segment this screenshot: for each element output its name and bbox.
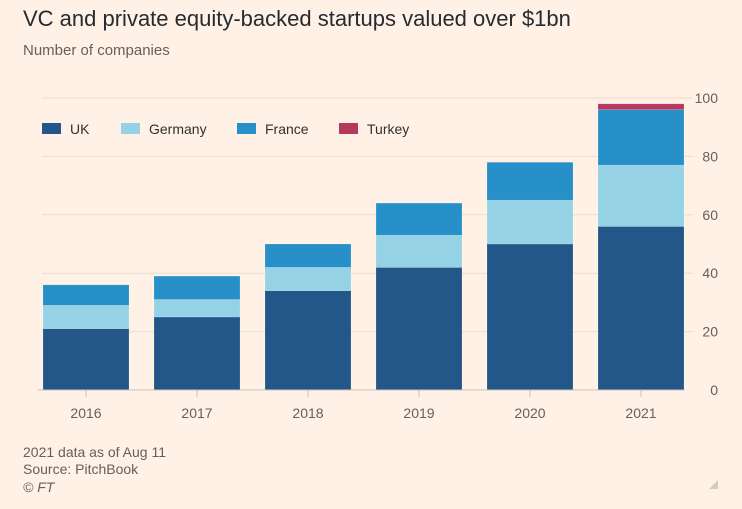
bar-france-2016 [42,284,130,306]
y-tick-label: 100 [695,90,719,106]
y-tick-label: 20 [702,324,718,340]
footnote: 2021 data as of Aug 11 [23,444,166,460]
copyright: © FT [23,479,55,495]
x-tick-label: 2018 [292,405,323,421]
bar-germany-2017 [153,299,241,318]
legend-label-turkey: Turkey [367,121,409,137]
y-tick-label: 0 [710,382,718,398]
bar-france-2019 [375,202,463,236]
bar-turkey-2021 [597,103,685,110]
bar-germany-2019 [375,234,463,268]
legend-swatch-germany [121,123,140,134]
bar-france-2017 [153,275,241,300]
x-tick-label: 2019 [403,405,434,421]
y-tick-label: 80 [702,148,718,164]
chart-subtitle: Number of companies [23,42,170,59]
bar-germany-2016 [42,305,130,329]
bar-uk-2020 [486,243,574,391]
x-tick-label: 2017 [181,405,212,421]
x-tick-label: 2021 [625,405,656,421]
y-tick-label: 60 [702,207,718,223]
x-tick-label: 2020 [514,405,545,421]
chart-title: VC and private equity-backed startups va… [23,6,571,31]
resize-handle-icon [709,480,718,489]
bar-uk-2018 [264,290,352,391]
legend-label-uk: UK [70,121,90,137]
bar-uk-2019 [375,267,463,391]
legend-label-germany: Germany [149,121,207,137]
y-tick-label: 40 [702,265,718,281]
bar-france-2018 [264,243,352,268]
legend-swatch-uk [42,123,61,134]
legend-swatch-turkey [339,123,358,134]
bar-france-2020 [486,161,574,201]
bar-germany-2020 [486,199,574,245]
legend-swatch-france [237,123,256,134]
source-note: Source: PitchBook [23,461,139,477]
bar-germany-2021 [597,164,685,227]
bar-uk-2017 [153,316,241,391]
x-tick-label: 2016 [70,405,101,421]
legend-label-france: France [265,121,309,137]
bar-uk-2021 [597,226,685,391]
bar-germany-2018 [264,267,352,292]
bar-uk-2016 [42,328,130,391]
bar-france-2021 [597,109,685,166]
